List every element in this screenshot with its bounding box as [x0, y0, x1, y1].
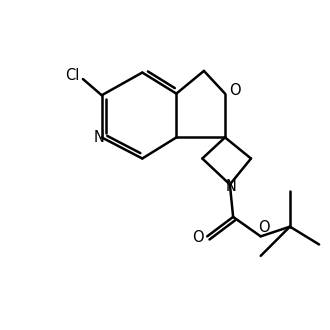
Text: N: N	[94, 130, 105, 145]
Text: O: O	[192, 230, 204, 246]
Text: N: N	[226, 179, 237, 194]
Text: O: O	[229, 83, 241, 98]
Text: Cl: Cl	[65, 68, 80, 83]
Text: O: O	[258, 220, 270, 235]
